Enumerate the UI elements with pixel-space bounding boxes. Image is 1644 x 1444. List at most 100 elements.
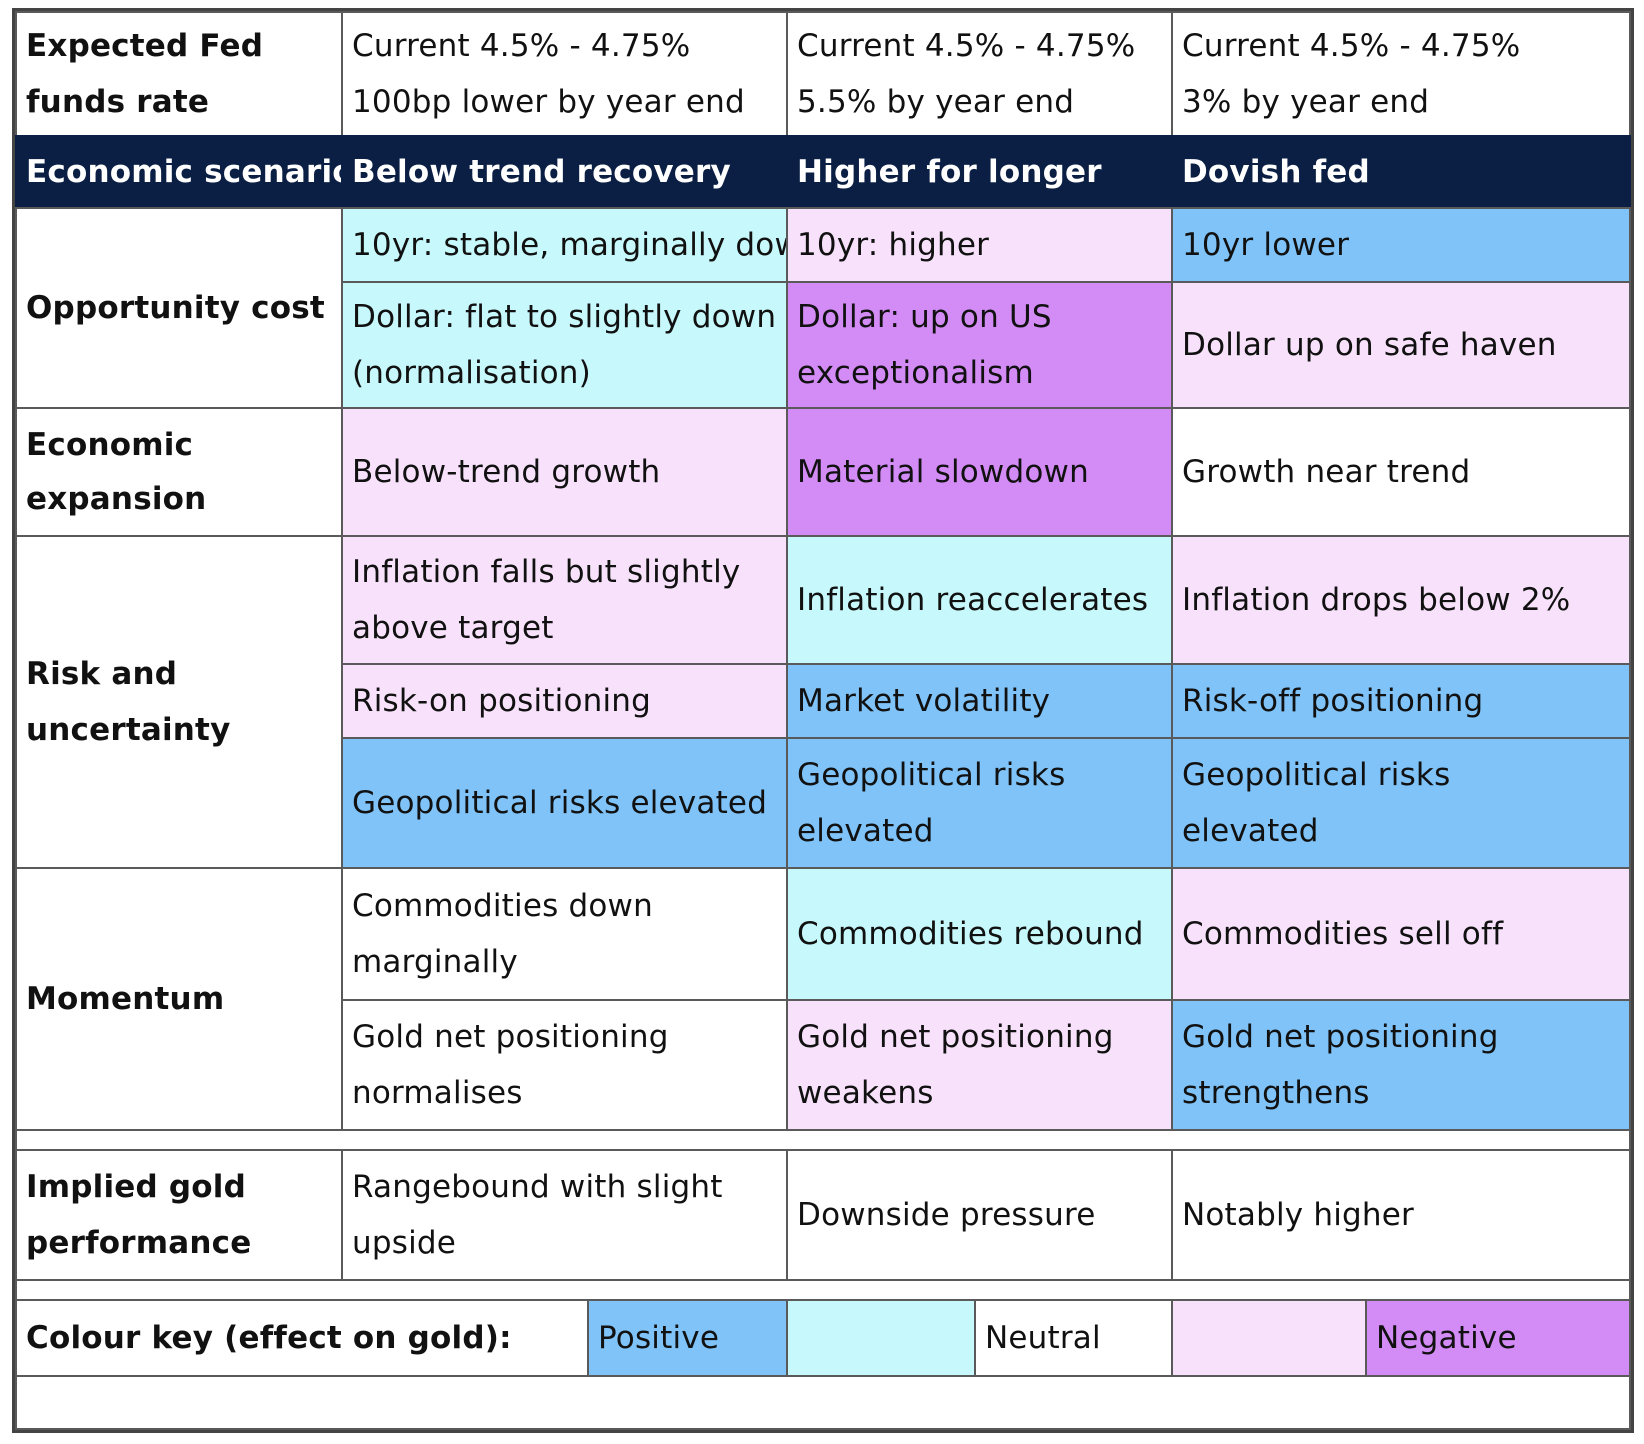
colour-key-negative-text: Negative (1376, 1320, 1517, 1356)
momentum-commodities-1-line1: Commodities down (352, 888, 653, 924)
colour-key-label-text: Colour key (effect on gold): (26, 1320, 512, 1356)
fed-funds-higher-longer: Current 4.5% - 4.75% 5.5% by year end (786, 11, 1173, 137)
fed-funds-label: Expected Fed funds rate (15, 11, 343, 137)
risk-inflation-1-line1: Inflation falls but slightly (352, 554, 741, 590)
opp-dollar-2-line1: Dollar: up on US (797, 299, 1052, 335)
risk-positioning-3-text: Risk-off positioning (1182, 683, 1484, 719)
opp-dollar-2-line2: exceptionalism (797, 355, 1034, 391)
fed-current-3: Current 4.5% - 4.75% (1182, 28, 1521, 64)
expansion-1-text: Below-trend growth (352, 454, 661, 490)
momentum-gold-dovish: Gold net positioning strengthens (1171, 999, 1631, 1131)
risk-positioning-1-text: Risk-on positioning (352, 683, 652, 719)
risk-geopolitical-dovish: Geopolitical risks elevated (1171, 737, 1631, 869)
opp-10yr-below-trend: 10yr: stable, marginally down (341, 207, 788, 283)
risk-geopolitical-below-trend: Geopolitical risks elevated (341, 737, 788, 869)
scenario-higher-for-longer: Higher for longer (786, 135, 1173, 209)
fed-target-3: 3% by year end (1182, 84, 1430, 120)
risk-inflation-1-line2: above target (352, 610, 554, 646)
opp-dollar-higher-longer: Dollar: up on US exceptionalism (786, 281, 1173, 409)
spacer-row-1 (15, 1129, 1631, 1151)
opp-dollar-dovish: Dollar up on safe haven (1171, 281, 1631, 409)
risk-positioning-2-text: Market volatility (797, 683, 1051, 719)
opp-10yr-dovish: 10yr lower (1171, 207, 1631, 283)
scenario-dovish-fed: Dovish fed (1171, 135, 1631, 209)
risk-positioning-higher-longer: Market volatility (786, 663, 1173, 739)
implied-gold-dovish: Notably higher (1171, 1149, 1631, 1281)
fed-current-2: Current 4.5% - 4.75% (797, 28, 1136, 64)
economic-expansion-label: Economic expansion (15, 407, 343, 537)
spacer-row-2 (15, 1279, 1631, 1301)
risk-inflation-3-text: Inflation drops below 2% (1182, 582, 1571, 618)
momentum-commodities-higher-longer: Commodities rebound (786, 867, 1173, 1001)
implied-gold-1-line1: Rangebound with slight (352, 1169, 723, 1205)
scenario-name-2: Higher for longer (797, 154, 1102, 190)
momentum-gold-2-line2: weakens (797, 1075, 934, 1111)
colour-key-negative: Negative (1365, 1299, 1631, 1377)
fed-funds-dovish: Current 4.5% - 4.75% 3% by year end (1171, 11, 1631, 137)
scenario-name-3: Dovish fed (1182, 154, 1370, 190)
fed-target-2: 5.5% by year end (797, 84, 1075, 120)
colour-key-positive-text: Positive (598, 1320, 720, 1356)
scenario-name-1: Below trend recovery (352, 154, 731, 190)
opp-dollar-below-trend: Dollar: flat to slightly down (normalisa… (341, 281, 788, 409)
expansion-3-text: Growth near trend (1182, 454, 1471, 490)
implied-gold-label-text: Implied gold performance (26, 1169, 252, 1261)
risk-geopolitical-2-line1: Geopolitical risks (797, 757, 1066, 793)
momentum-gold-higher-longer: Gold net positioning weakens (786, 999, 1173, 1131)
momentum-gold-1-line1: Gold net positioning (352, 1019, 669, 1055)
implied-gold-higher-longer: Downside pressure (786, 1149, 1173, 1281)
momentum-label: Momentum (15, 867, 343, 1131)
momentum-gold-below-trend: Gold net positioning normalises (341, 999, 788, 1131)
risk-inflation-dovish: Inflation drops below 2% (1171, 535, 1631, 665)
scenario-header-label: Economic scenario (15, 135, 343, 209)
risk-positioning-below-trend: Risk-on positioning (341, 663, 788, 739)
opp-dollar-1-line1: Dollar: flat to slightly down (352, 299, 777, 335)
implied-gold-3-text: Notably higher (1182, 1197, 1415, 1233)
momentum-gold-1-line2: normalises (352, 1075, 523, 1111)
momentum-gold-3-line1: Gold net positioning (1182, 1019, 1499, 1055)
risk-geopolitical-3-line2: elevated (1182, 813, 1319, 849)
risk-geopolitical-1-text: Geopolitical risks elevated (352, 785, 768, 821)
momentum-label-text: Momentum (26, 981, 225, 1017)
scenario-below-trend-recovery: Below trend recovery (341, 135, 788, 209)
fed-current-1: Current 4.5% - 4.75% (352, 28, 691, 64)
risk-uncertainty-label: Risk and uncertainty (15, 535, 343, 869)
opp-dollar-1-line2: (normalisation) (352, 355, 591, 391)
implied-gold-2-text: Downside pressure (797, 1197, 1096, 1233)
momentum-gold-3-line2: strengthens (1182, 1075, 1370, 1111)
momentum-commodities-dovish: Commodities sell off (1171, 867, 1631, 1001)
implied-gold-below-trend: Rangebound with slight upside (341, 1149, 788, 1281)
risk-geopolitical-3-line1: Geopolitical risks (1182, 757, 1451, 793)
risk-uncertainty-label-text: Risk and uncertainty (26, 656, 231, 748)
opp-10yr-3-text: 10yr lower (1182, 227, 1350, 263)
risk-inflation-below-trend: Inflation falls but slightly above targe… (341, 535, 788, 665)
spacer-row-3 (15, 1375, 1631, 1430)
momentum-gold-2-line1: Gold net positioning (797, 1019, 1114, 1055)
risk-inflation-2-text: Inflation reaccelerates (797, 582, 1149, 618)
expansion-below-trend: Below-trend growth (341, 407, 788, 537)
colour-key-neutral-text: Neutral (985, 1320, 1101, 1356)
colour-key-neutral: Neutral (974, 1299, 1173, 1377)
opp-10yr-2-text: 10yr: higher (797, 227, 990, 263)
implied-gold-label: Implied gold performance (15, 1149, 343, 1281)
momentum-commodities-2-text: Commodities rebound (797, 916, 1144, 952)
risk-geopolitical-2-line2: elevated (797, 813, 934, 849)
opp-10yr-1-text: 10yr: stable, marginally down (352, 227, 788, 263)
fed-funds-below-trend: Current 4.5% - 4.75% 100bp lower by year… (341, 11, 788, 137)
opp-10yr-higher-longer: 10yr: higher (786, 207, 1173, 283)
momentum-commodities-below-trend: Commodities down marginally (341, 867, 788, 1001)
colour-key-slightly-positive-swatch (786, 1299, 976, 1377)
scenario-header-label-text: Economic scenario (26, 154, 343, 190)
implied-gold-1-line2: upside (352, 1225, 457, 1261)
momentum-commodities-1-line2: marginally (352, 944, 518, 980)
fed-funds-label-text: Expected Fed funds rate (26, 28, 264, 120)
expansion-dovish: Growth near trend (1171, 407, 1631, 537)
risk-geopolitical-higher-longer: Geopolitical risks elevated (786, 737, 1173, 869)
economic-expansion-label-text: Economic expansion (26, 427, 207, 517)
opp-dollar-3-text: Dollar up on safe haven (1182, 327, 1557, 363)
colour-key-positive: Positive (587, 1299, 788, 1377)
opportunity-cost-label-text: Opportunity cost (26, 290, 325, 326)
opportunity-cost-label: Opportunity cost (15, 207, 343, 409)
colour-key-slightly-negative-swatch (1171, 1299, 1367, 1377)
expansion-higher-longer: Material slowdown (786, 407, 1173, 537)
